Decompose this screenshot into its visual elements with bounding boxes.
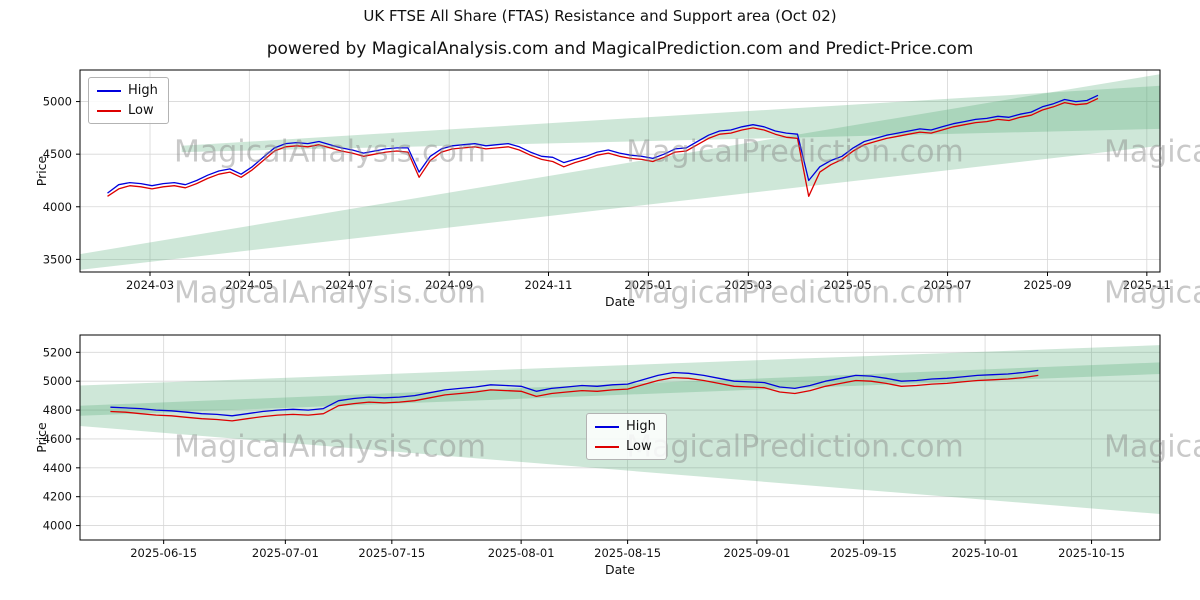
y-tick-label: 4500 [43,147,72,161]
y-tick-label: 4800 [43,403,72,417]
x-tick-label: 2024-03 [126,278,174,292]
x-axis-label: Date [605,562,635,577]
x-tick-label: 2025-07 [924,278,972,292]
x-tick-label: 2025-10-01 [952,546,1019,560]
y-tick-label: 4600 [43,432,72,446]
y-axis-label: Price [34,155,49,186]
legend-entry-low: Low [97,103,158,118]
legend-bottom-chart: High Low [586,413,667,460]
support-resistance-band [181,85,1160,153]
legend-entry-high: High [595,419,656,434]
x-tick-label: 2025-09 [1023,278,1071,292]
x-tick-label: 2024-09 [425,278,473,292]
x-tick-label: 2024-05 [225,278,273,292]
low-series-line [110,374,1039,422]
legend-entry-high: High [97,83,158,98]
low-line-swatch [97,109,121,112]
x-tick-label: 2025-09-15 [830,546,897,560]
x-tick-label: 2025-05 [824,278,872,292]
y-tick-label: 4000 [43,200,72,214]
support-resistance-band [80,74,1160,270]
x-tick-label: 2025-10-15 [1058,546,1125,560]
axes-spines [79,334,1161,541]
legend-label-high: High [128,83,158,98]
legend-label-low: Low [626,439,652,454]
y-tick-label: 4000 [43,519,72,533]
high-series-line [107,94,1099,194]
y-tick-label: 4200 [43,490,72,504]
y-tick-label: 5000 [43,95,72,109]
x-tick-label: 2025-08-15 [594,546,661,560]
x-tick-label: 2025-11 [1123,278,1171,292]
high-line-swatch [595,425,619,428]
legend-entry-low: Low [595,439,656,454]
legend-label-high: High [626,419,656,434]
legend-label-low: Low [128,103,154,118]
x-axis-label: Date [605,294,635,309]
x-tick-label: 2025-06-15 [130,546,197,560]
axes-spines [79,69,1161,273]
chart-title: UK FTSE All Share (FTAS) Resistance and … [363,7,837,25]
x-tick-label: 2024-07 [325,278,373,292]
x-tick-label: 2025-07-15 [358,546,425,560]
y-axis-label: Price [34,422,49,453]
plot-content [80,74,1160,270]
high-series-line [110,369,1039,417]
x-tick-label: 2024-11 [524,278,572,292]
x-tick-label: 2025-08-01 [488,546,555,560]
y-tick-label: 5200 [43,345,72,359]
x-tick-label: 2025-07-01 [252,546,319,560]
chart-subtitle: powered by MagicalAnalysis.com and Magic… [266,39,974,59]
x-tick-label: 2025-03 [724,278,772,292]
legend-top-chart: High Low [88,77,169,124]
low-series-line [107,97,1099,197]
x-tick-label: 2025-01 [624,278,672,292]
y-tick-label: 3500 [43,252,72,266]
y-tick-label: 5000 [43,374,72,388]
high-line-swatch [97,89,121,92]
low-line-swatch [595,445,619,448]
y-tick-label: 4400 [43,461,72,475]
x-tick-label: 2025-09-01 [723,546,790,560]
